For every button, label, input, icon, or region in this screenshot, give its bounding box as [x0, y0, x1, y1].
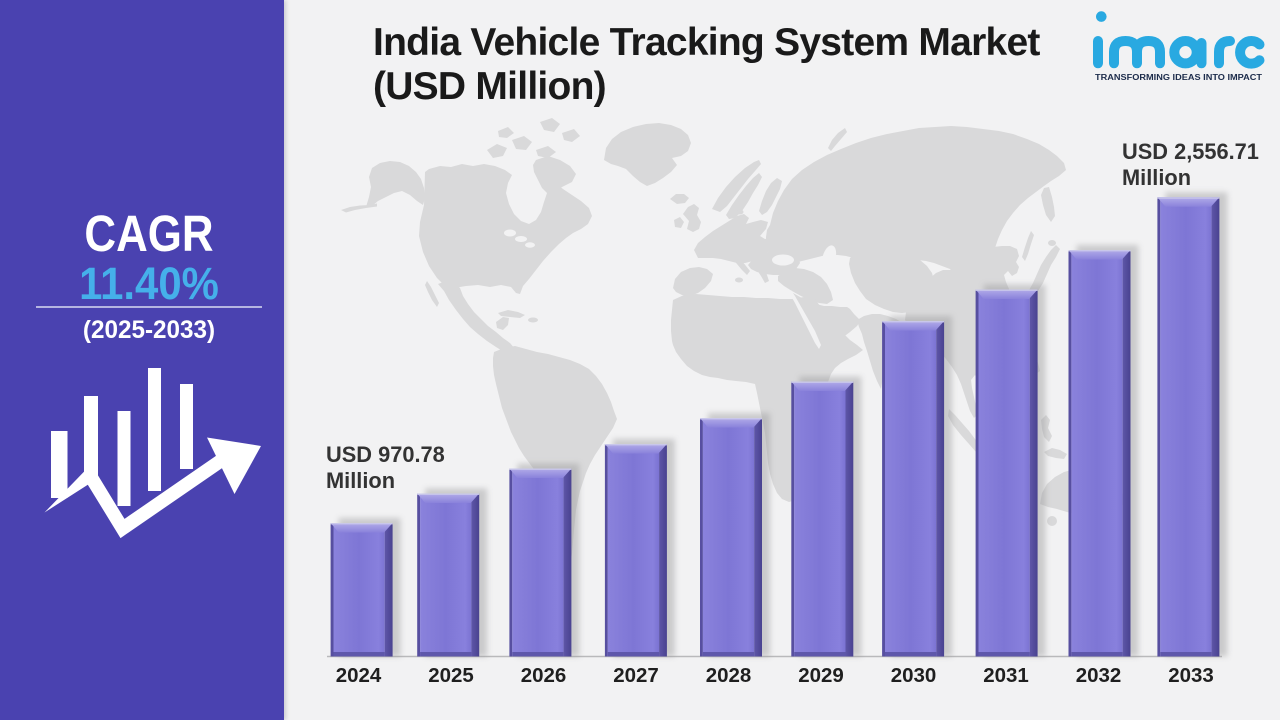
svg-text:2031: 2031 — [983, 664, 1029, 687]
svg-text:2030: 2030 — [891, 664, 937, 687]
svg-text:2028: 2028 — [706, 664, 752, 687]
svg-text:2026: 2026 — [521, 664, 567, 687]
svg-text:2032: 2032 — [1076, 664, 1122, 687]
svg-text:2033: 2033 — [1168, 664, 1214, 687]
svg-text:2027: 2027 — [613, 664, 659, 687]
svg-text:TRANSFORMING IDEAS INTO IMPACT: TRANSFORMING IDEAS INTO IMPACT — [1095, 72, 1263, 82]
svg-text:2025: 2025 — [428, 664, 474, 687]
svg-text:2029: 2029 — [798, 664, 844, 687]
svg-text:2024: 2024 — [336, 664, 382, 687]
